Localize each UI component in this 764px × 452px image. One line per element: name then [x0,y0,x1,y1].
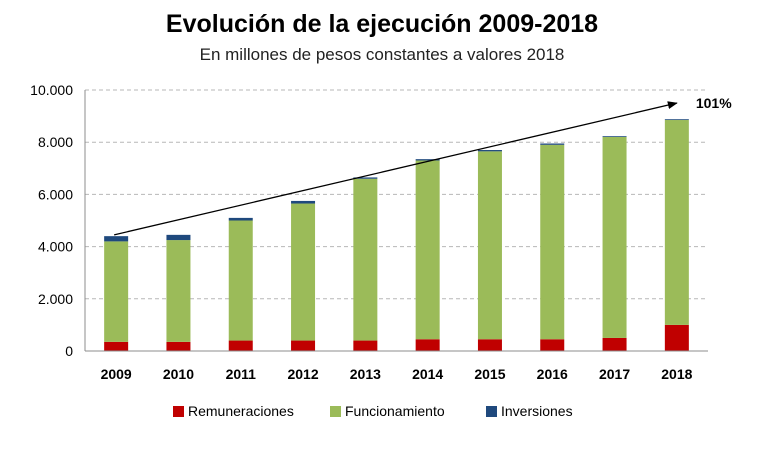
x-tick-label: 2016 [537,366,568,382]
bar-funcionamiento-2012 [291,203,316,341]
chart-subtitle: En millones de pesos constantes a valore… [200,45,565,64]
bar-inversiones-2014 [415,159,440,161]
x-tick-label: 2015 [474,366,505,382]
y-axis-ticks: 0 2.000 4.000 6.000 8.000 10.000 [30,82,73,359]
bar-inversiones-2012 [291,200,316,204]
bar-remuneraciones-2018 [664,324,689,351]
bar-funcionamiento-2017 [602,136,627,338]
x-tick-label: 2011 [226,366,257,382]
growth-annotation-label: 101% [696,95,732,111]
y-tick-label: 10.000 [30,82,73,98]
chart-title: Evolución de la ejecución 2009-2018 [166,10,598,38]
bar-funcionamiento-2010 [166,240,191,342]
y-tick-label: 8.000 [38,134,73,150]
legend-label-funcionamiento: Funcionamiento [345,403,445,419]
bar-funcionamiento-2011 [228,220,253,341]
trend-annotation: 101% [114,95,732,236]
trend-arrow [114,101,678,236]
bar-funcionamiento-2018 [664,120,689,325]
bar-funcionamiento-2016 [540,144,565,340]
x-axis-ticks: 2009 2010 2011 2012 2013 2014 2015 2016 2017 2018 [101,366,693,382]
bar-inversiones-2011 [228,217,253,221]
y-tick-label: 6.000 [38,186,73,202]
bar-remuneraciones-2015 [477,339,502,351]
bar-funcionamiento-2015 [477,151,502,340]
bar-funcionamiento-2009 [104,241,129,342]
x-tick-label: 2013 [350,366,381,382]
bar-funcionamiento-2014 [415,160,440,340]
x-tick-label: 2017 [599,366,630,382]
legend-swatch-inversiones [486,406,497,417]
bar-remuneraciones-2010 [166,341,191,351]
bar-funcionamiento-2013 [353,178,378,341]
x-tick-label: 2012 [287,366,318,382]
bar-remuneraciones-2013 [353,340,378,351]
bar-inversiones-2013 [353,177,378,179]
legend-label-inversiones: Inversiones [501,403,573,419]
bar-remuneraciones-2011 [228,340,253,351]
y-tick-label: 4.000 [38,239,73,255]
bar-inversiones-2017 [602,136,627,137]
bar-remuneraciones-2009 [104,341,129,351]
bar-inversiones-2016 [540,143,565,145]
bars [104,119,689,351]
legend: Remuneraciones Funcionamiento Inversiones [173,403,573,419]
x-tick-label: 2010 [163,366,194,382]
bar-remuneraciones-2017 [602,337,627,351]
y-tick-label: 2.000 [38,291,73,307]
bar-remuneraciones-2012 [291,340,316,351]
bar-remuneraciones-2016 [540,339,565,351]
legend-swatch-funcionamiento [330,406,341,417]
x-tick-label: 2018 [661,366,692,382]
x-tick-label: 2014 [412,366,443,382]
x-tick-label: 2009 [101,366,132,382]
bar-inversiones-2009 [104,236,129,242]
bar-inversiones-2015 [477,150,502,152]
legend-swatch-remuneraciones [173,406,184,417]
legend-label-remuneraciones: Remuneraciones [188,403,294,419]
y-tick-label: 0 [65,343,73,359]
bar-inversiones-2018 [664,119,689,121]
bar-inversiones-2010 [166,234,191,241]
bar-remuneraciones-2014 [415,339,440,351]
